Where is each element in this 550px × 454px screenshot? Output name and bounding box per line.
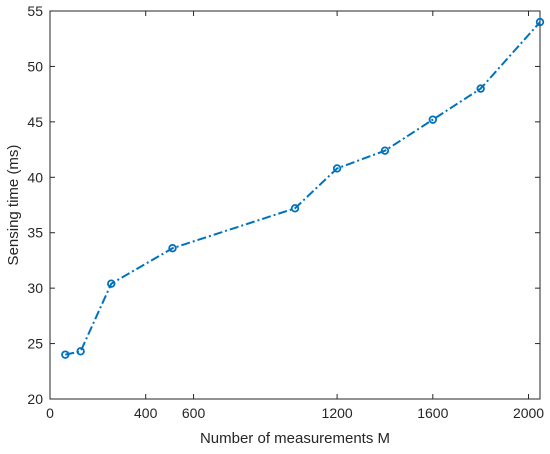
x-axis-label: Number of measurements M [200,430,390,447]
data-point [61,350,70,359]
series-line [65,21,541,356]
y-tick-label: 50 [27,58,43,74]
data-point [428,115,438,124]
series-layer [61,17,545,359]
x-tick-label: 400 [134,405,158,421]
y-tick-label: 40 [27,169,43,185]
x-tick-label: 600 [182,405,206,421]
data-point [535,17,545,27]
y-tick-label: 45 [27,114,43,130]
data-point [107,279,116,288]
y-tick-label: 55 [27,3,43,19]
y-tick-label: 30 [27,280,43,296]
y-axis-ticks: 20 25 30 35 40 45 50 55 [27,3,540,407]
y-tick-label: 20 [27,391,43,407]
data-point [332,164,342,173]
x-tick-label: 2000 [513,405,544,421]
data-point [290,204,300,213]
x-tick-label: 1600 [417,405,448,421]
data-point [168,244,177,253]
y-tick-label: 35 [27,225,43,241]
y-axis-label: Sensing time (ms) [5,145,22,266]
y-tick-label: 25 [27,336,43,352]
data-point [380,146,390,155]
data-point [476,84,485,93]
x-axis-ticks: 0 400 600 1200 1600 2000 [46,11,544,421]
x-tick-label: 1200 [322,405,353,421]
x-tick-label: 0 [46,405,54,421]
data-point [76,347,85,356]
